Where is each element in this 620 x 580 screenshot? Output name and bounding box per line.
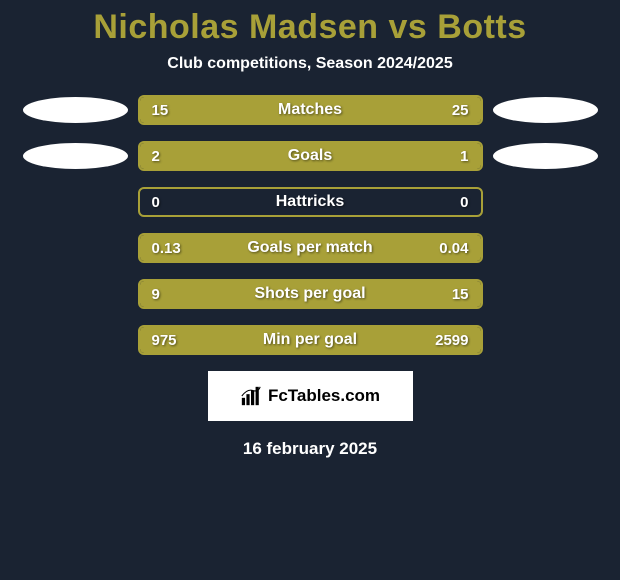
player-marker-left	[23, 143, 128, 169]
comparison-infographic: Nicholas Madsen vs Botts Club competitio…	[0, 0, 620, 459]
stat-row: 00Hattricks	[0, 187, 620, 217]
stat-bar: 9752599Min per goal	[138, 325, 483, 355]
player-marker-left	[23, 97, 128, 123]
stat-label: Shots per goal	[140, 285, 481, 303]
subtitle: Club competitions, Season 2024/2025	[0, 55, 620, 73]
logo-text: FcTables.com	[268, 386, 380, 406]
page-title: Nicholas Madsen vs Botts	[0, 8, 620, 47]
player-marker-right	[493, 143, 598, 169]
stat-row: 9752599Min per goal	[0, 325, 620, 355]
stat-bar: 915Shots per goal	[138, 279, 483, 309]
stat-row: 915Shots per goal	[0, 279, 620, 309]
stat-bar: 1525Matches	[138, 95, 483, 125]
bars-container: 1525Matches 21Goals 00Hattricks 0.130.04Goa…	[0, 95, 620, 355]
logo-box: FcTables.com	[208, 371, 413, 421]
stat-row: 21Goals	[0, 141, 620, 171]
stat-label: Hattricks	[140, 193, 481, 211]
stat-label: Goals	[140, 147, 481, 165]
stat-bar: 0.130.04Goals per match	[138, 233, 483, 263]
stat-label: Matches	[140, 101, 481, 119]
stat-row: 0.130.04Goals per match	[0, 233, 620, 263]
player-marker-right	[493, 97, 598, 123]
stat-bar: 21Goals	[138, 141, 483, 171]
stat-label: Min per goal	[140, 331, 481, 349]
stat-label: Goals per match	[140, 239, 481, 257]
chart-icon	[240, 385, 262, 407]
stat-row: 1525Matches	[0, 95, 620, 125]
date-label: 16 february 2025	[0, 439, 620, 459]
stat-bar: 00Hattricks	[138, 187, 483, 217]
